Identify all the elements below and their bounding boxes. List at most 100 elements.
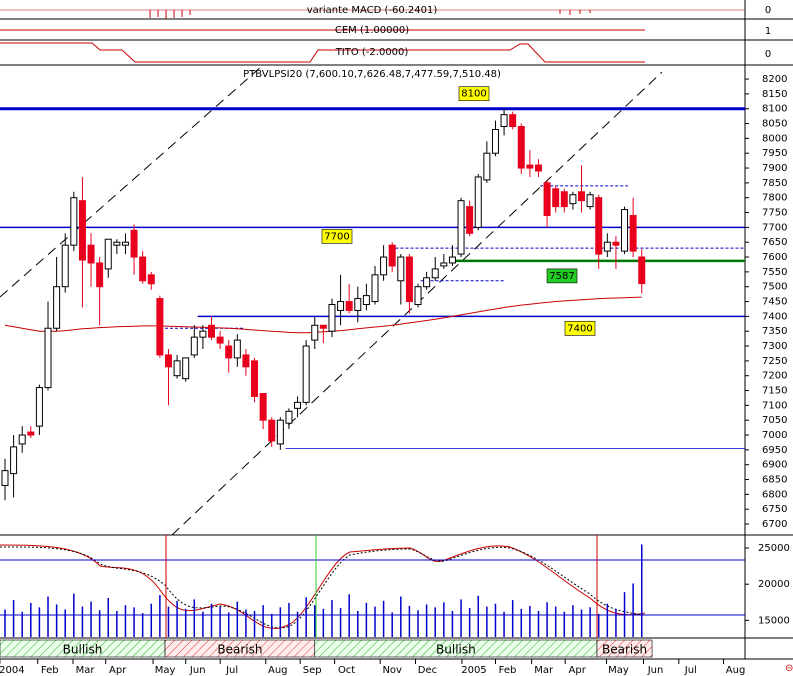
x-tick-label: Jul <box>225 665 238 676</box>
volume-tick-label: 25000 <box>758 543 790 554</box>
y-tick-label: 7450 <box>762 297 787 308</box>
panel-title: variante MACD (-60.2401) <box>307 5 438 16</box>
candle-body <box>44 327 52 389</box>
y-tick-label: 6750 <box>762 504 787 515</box>
candle-body <box>18 434 26 445</box>
candle-body <box>483 152 491 181</box>
candle-body <box>380 256 388 276</box>
y-tick-label: 6900 <box>762 460 787 471</box>
oscillator <box>0 535 745 638</box>
x-tick-label: Aug <box>726 665 746 676</box>
x-tick-label: Jul <box>684 665 697 676</box>
y-tick-label: 7850 <box>762 178 787 189</box>
level-label-box <box>321 229 353 244</box>
candle-body <box>70 197 78 246</box>
candle-body <box>173 360 181 377</box>
y-tick-label: 7000 <box>762 430 787 441</box>
candle-body <box>509 114 517 128</box>
candle-body <box>104 238 112 270</box>
panel-title: CEM (1.00000) <box>335 25 409 36</box>
candle-body <box>328 304 336 332</box>
candle-body <box>147 274 155 285</box>
volume-tick-label: 15000 <box>758 615 790 626</box>
candle-body <box>216 336 224 344</box>
candle-body <box>78 200 86 261</box>
x-tick-label: Jun <box>647 665 664 676</box>
candle-body <box>285 410 293 424</box>
y-tick-label: 7300 <box>762 341 787 352</box>
candle-body <box>388 244 396 267</box>
candle-body <box>423 277 431 288</box>
candle-body <box>259 392 267 421</box>
x-tick-label: Oct <box>338 665 355 676</box>
y-tick-label: 7900 <box>762 163 787 174</box>
signal-band <box>596 639 653 658</box>
indicator-lines <box>0 9 745 63</box>
signal-label: Bearish <box>602 643 647 657</box>
x-tick-label: Aug <box>268 665 288 676</box>
candle-body <box>311 324 319 341</box>
volume-tick-label: 20000 <box>758 579 790 590</box>
candle-body <box>27 431 35 436</box>
candle-body <box>156 298 164 356</box>
candle-body <box>354 298 362 311</box>
candle-body <box>319 324 327 329</box>
candle-body <box>534 164 542 172</box>
y-tick-label: 7500 <box>762 282 787 293</box>
candle-body <box>268 419 276 442</box>
candle-body <box>586 194 594 208</box>
panel-title: TITO (-2.0000) <box>335 47 409 58</box>
y-tick-label: 7350 <box>762 326 787 337</box>
x-tick-label: Apr <box>109 665 127 676</box>
y-tick-label: 8100 <box>762 104 787 115</box>
x-tick-label: Feb <box>41 665 59 676</box>
y-tick-label: 7950 <box>762 148 787 159</box>
y-tick-label: 6700 <box>762 519 787 530</box>
y-tick-label: 7550 <box>762 267 787 278</box>
candle-body <box>500 114 508 128</box>
x-tick-label: May <box>608 665 629 676</box>
candle-body <box>431 268 439 279</box>
candle-body <box>337 301 345 311</box>
y-tick-label: 7200 <box>762 371 787 382</box>
y-tick-label: 6850 <box>762 475 787 486</box>
x-tick-label: Nov <box>382 665 402 676</box>
panel-tick-label: 1 <box>765 26 771 37</box>
candle-body <box>440 262 448 267</box>
candle-body <box>560 191 568 208</box>
candle-body <box>139 256 147 282</box>
scroll-icon[interactable]: ⊝ <box>785 663 793 674</box>
candle-body <box>208 324 216 338</box>
panel-tick-label: 0 <box>765 49 771 60</box>
candle-body <box>448 256 456 264</box>
level-label-box <box>564 321 596 336</box>
x-tick-label: 2005 <box>461 665 486 676</box>
level-label: 7400 <box>567 323 592 334</box>
candle-body <box>603 241 611 252</box>
candle-body <box>190 336 198 356</box>
signal-label: Bearish <box>217 643 262 657</box>
signal-label: Bullish <box>436 643 476 657</box>
y-tick-label: 8150 <box>762 89 787 100</box>
candle-body <box>621 209 629 252</box>
y-tick-label: 7800 <box>762 193 787 204</box>
signal-label: Bullish <box>63 643 103 657</box>
candle-body <box>233 339 241 359</box>
x-tick-label: 2004 <box>0 665 25 676</box>
x-tick-label: Mar <box>76 665 96 676</box>
level-label: 7700 <box>324 231 349 242</box>
candle-body <box>251 360 259 397</box>
candle-body <box>517 126 525 169</box>
candle-body <box>569 194 577 205</box>
y-tick-label: 7700 <box>762 222 787 233</box>
candle-body <box>362 295 370 306</box>
x-tick-label: Mar <box>534 665 554 676</box>
level-label-box <box>546 268 578 284</box>
level-label-box <box>458 86 490 102</box>
x-tick-label: Apr <box>569 665 587 676</box>
candle-body <box>302 345 310 403</box>
candle-body <box>276 419 284 445</box>
x-tick-label: Feb <box>499 665 517 676</box>
candle-body <box>294 401 302 409</box>
